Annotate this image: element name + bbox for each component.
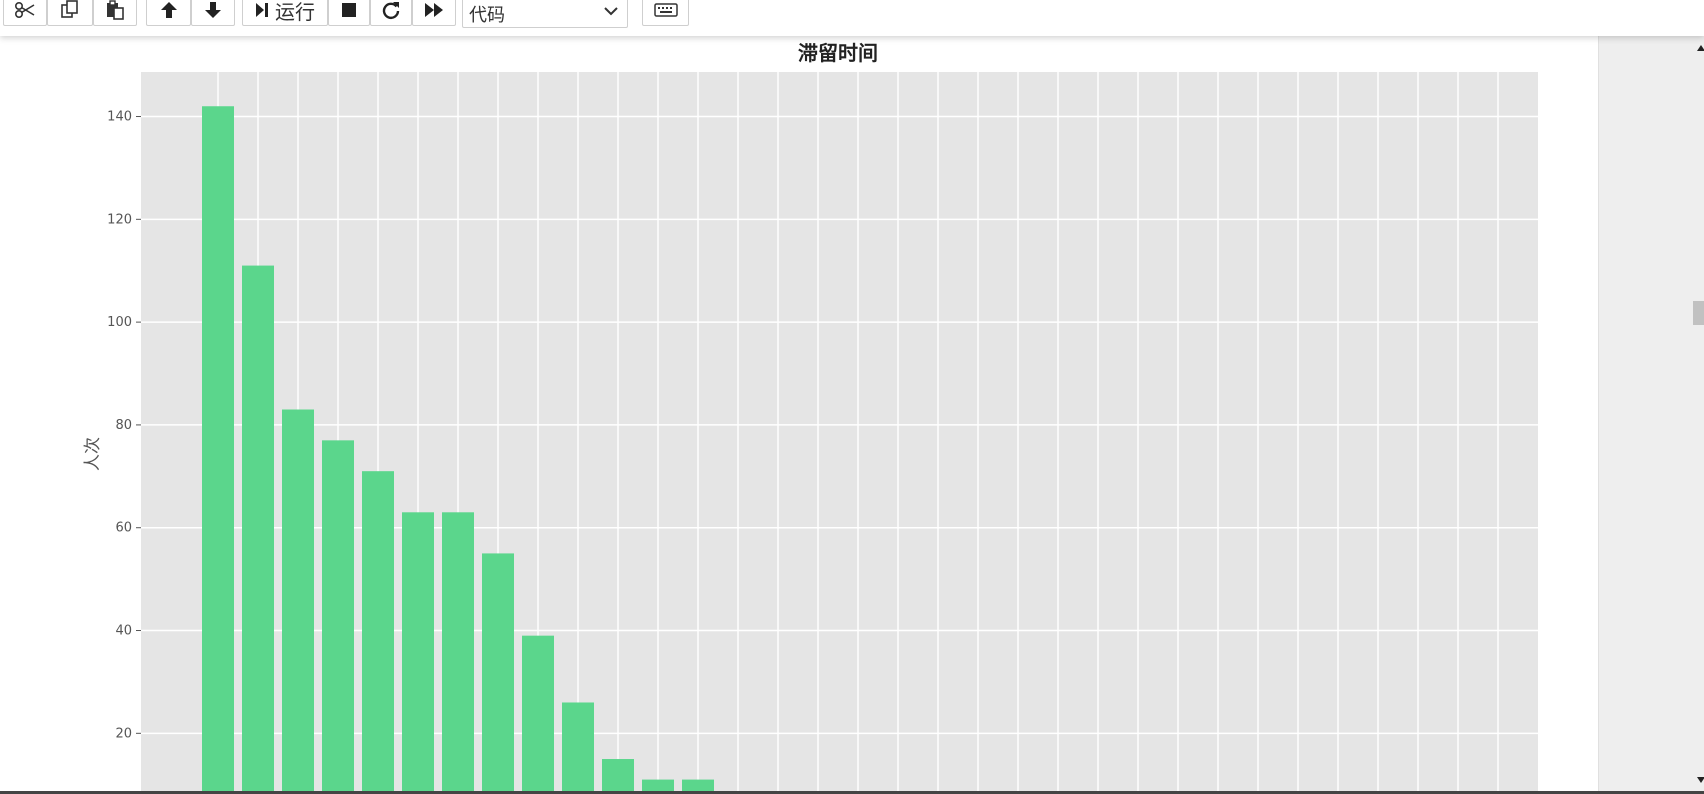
bar bbox=[442, 512, 474, 794]
chart: 20 40 60 80 100 120 140 滞留时间 人次 bbox=[83, 41, 1538, 794]
move-down-button[interactable] bbox=[191, 0, 235, 26]
stop-icon bbox=[340, 1, 358, 19]
notebook-area: 20 40 60 80 100 120 140 滞留时间 人次 bbox=[0, 36, 1598, 794]
bar bbox=[242, 265, 274, 794]
move-up-button[interactable] bbox=[146, 0, 191, 26]
y-tick-label: 20 bbox=[115, 726, 132, 741]
chart-title: 滞留时间 bbox=[798, 41, 878, 65]
cut-button[interactable] bbox=[3, 0, 47, 26]
scroll-up-arrow-icon[interactable] bbox=[1697, 45, 1704, 51]
cell-type-select[interactable]: 代码 bbox=[462, 0, 628, 28]
arrow-down-icon bbox=[203, 0, 223, 20]
y-tick-label: 120 bbox=[107, 212, 132, 227]
bar bbox=[682, 779, 714, 794]
notebook-toolbar: 运行 代码 bbox=[0, 0, 1704, 36]
copy-button[interactable] bbox=[47, 0, 93, 26]
copy-icon bbox=[60, 0, 80, 20]
stop-button[interactable] bbox=[328, 0, 370, 26]
bar bbox=[602, 759, 634, 794]
scrollbar-thumb[interactable] bbox=[1693, 301, 1704, 325]
bars bbox=[202, 106, 714, 794]
paste-button[interactable] bbox=[93, 0, 137, 26]
scroll-down-arrow-icon[interactable] bbox=[1697, 777, 1704, 783]
vertical-gridlines bbox=[217, 72, 1499, 794]
run-button[interactable]: 运行 bbox=[242, 0, 328, 26]
bar bbox=[562, 702, 594, 794]
bar bbox=[362, 471, 394, 794]
bar bbox=[642, 779, 674, 794]
bar bbox=[482, 553, 514, 794]
cell-type-value: 代码 bbox=[469, 5, 505, 26]
right-gutter bbox=[1598, 36, 1704, 794]
bar bbox=[322, 440, 354, 794]
y-tick-labels: 20 40 60 80 100 120 140 bbox=[107, 110, 141, 741]
y-axis-label: 人次 bbox=[83, 437, 103, 471]
y-tick-label: 140 bbox=[107, 110, 132, 125]
scissors-icon bbox=[14, 1, 36, 19]
run-all-button[interactable] bbox=[412, 0, 456, 26]
y-tick-label: 80 bbox=[115, 418, 132, 433]
y-tick-label: 60 bbox=[115, 521, 132, 536]
bar bbox=[202, 106, 234, 794]
keyboard-icon bbox=[653, 2, 678, 18]
restart-button[interactable] bbox=[370, 0, 412, 26]
bar bbox=[522, 635, 554, 794]
bar bbox=[402, 512, 434, 794]
paste-icon bbox=[105, 0, 125, 20]
bar bbox=[282, 409, 314, 794]
bottom-divider bbox=[0, 791, 1704, 794]
fast-forward-icon bbox=[423, 1, 445, 19]
command-palette-button[interactable] bbox=[642, 0, 689, 26]
arrow-up-icon bbox=[159, 0, 179, 20]
run-label: 运行 bbox=[275, 0, 315, 24]
restart-icon bbox=[381, 0, 401, 20]
step-forward-icon bbox=[255, 1, 269, 19]
y-tick-label: 40 bbox=[115, 624, 132, 639]
y-tick-label: 100 bbox=[107, 315, 132, 330]
chevron-down-icon bbox=[603, 3, 619, 23]
